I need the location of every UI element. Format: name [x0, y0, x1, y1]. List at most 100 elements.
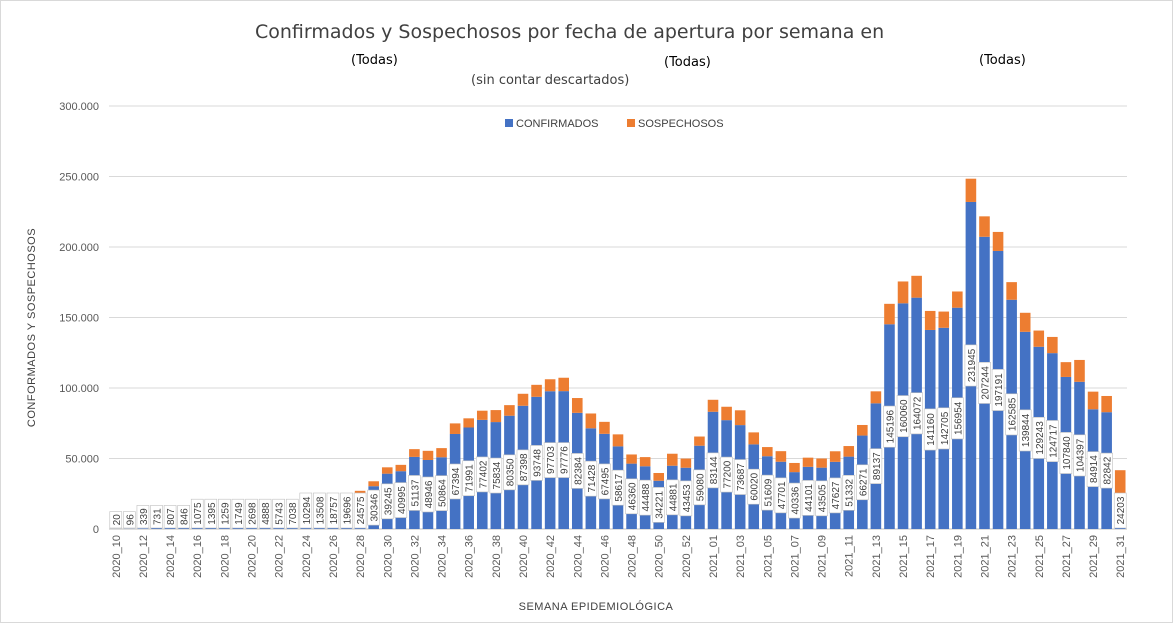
- data-label-text: 807: [166, 508, 177, 525]
- data-label-box: [652, 487, 666, 523]
- data-label-box: [340, 492, 353, 529]
- data-label-box: [326, 492, 340, 529]
- data-label: 18757: [326, 492, 340, 529]
- bar-suspected: [694, 436, 705, 446]
- data-label: 339: [136, 505, 150, 529]
- data-label: 107840: [1059, 432, 1073, 474]
- data-label-text: 44488: [641, 483, 652, 511]
- data-label-text: 67394: [451, 467, 462, 495]
- filter-label-3: (Todas): [979, 53, 1026, 68]
- data-label: 44488: [638, 479, 652, 516]
- data-label: 731: [150, 505, 164, 529]
- x-tick-label: 2020_50: [654, 535, 666, 578]
- bar-suspected: [463, 418, 474, 428]
- data-label: 160060: [896, 395, 910, 438]
- data-label-text: 50864: [438, 479, 449, 507]
- data-label-box: [1046, 420, 1059, 462]
- bar-suspected: [965, 178, 977, 202]
- data-label-text: 51137: [410, 479, 421, 507]
- data-label: 44881: [665, 479, 679, 516]
- data-label: 47701: [774, 477, 788, 514]
- data-label-text: 67495: [600, 467, 611, 495]
- x-tick-label: 2020_36: [464, 535, 476, 578]
- bar-suspected: [762, 447, 773, 457]
- data-label-box: [910, 392, 923, 435]
- data-label-box: [584, 460, 598, 497]
- data-label-text: 40995: [397, 486, 408, 514]
- data-label-text: 34221: [655, 491, 666, 519]
- data-label-box: [761, 474, 774, 511]
- x-tick-label: 2020_28: [355, 535, 367, 578]
- data-label: 71991: [462, 460, 476, 497]
- data-label: 48946: [421, 476, 435, 513]
- data-label-box: [231, 498, 245, 529]
- bar-suspected: [599, 421, 610, 434]
- x-tick-label: 2020_32: [409, 535, 421, 578]
- data-label-box: [408, 475, 421, 511]
- data-label-text: 97776: [560, 446, 571, 474]
- data-label: 807: [163, 505, 177, 529]
- data-label-text: 93748: [533, 449, 544, 477]
- bar-suspected: [870, 391, 882, 404]
- data-label-text: 231945: [967, 348, 978, 382]
- data-label-text: 47701: [777, 481, 788, 509]
- bar-suspected: [748, 432, 760, 445]
- data-label-text: 139844: [1021, 413, 1032, 447]
- data-label-box: [285, 498, 299, 529]
- bar-suspected: [1033, 330, 1045, 347]
- data-label: 139844: [1018, 409, 1032, 452]
- data-label: 97776: [557, 442, 571, 478]
- data-label-box: [462, 460, 475, 497]
- y-tick-label: 250.000: [59, 172, 99, 184]
- bar-suspected: [843, 446, 855, 457]
- x-tick-label: 2021_25: [1034, 535, 1046, 578]
- bar-suspected: [1101, 395, 1112, 413]
- data-label: 164072: [910, 392, 924, 435]
- data-label: 10294: [299, 492, 313, 529]
- data-label-box: [109, 511, 123, 529]
- data-label-box: [856, 464, 869, 501]
- data-label-box: [136, 505, 150, 529]
- data-label-box: [503, 454, 516, 491]
- data-label: 51137: [408, 475, 421, 511]
- data-label-box: [801, 480, 815, 516]
- data-label-box: [367, 489, 380, 526]
- data-label: 93748: [530, 445, 544, 481]
- x-tick-label: 2020_40: [518, 535, 530, 578]
- data-label: 80350: [503, 454, 516, 491]
- data-label-text: 104397: [1075, 438, 1086, 472]
- data-label: 1749: [231, 498, 245, 529]
- data-label: 83144: [706, 452, 720, 489]
- data-label: 51332: [842, 475, 856, 511]
- x-tick-label: 2020_42: [545, 535, 557, 578]
- data-label: 129243: [1032, 416, 1046, 459]
- data-label-text: 7038: [288, 502, 299, 525]
- data-label-text: 77402: [478, 460, 489, 488]
- data-label-box: [190, 498, 204, 529]
- y-tick-label: 150.000: [59, 313, 99, 325]
- data-label-box: [720, 456, 733, 493]
- data-label-text: 846: [180, 508, 191, 525]
- data-label-box: [951, 397, 964, 440]
- data-label-text: 4888: [261, 502, 272, 525]
- x-tick-label: 2020_18: [219, 535, 231, 578]
- data-label-box: [258, 498, 272, 529]
- data-label: 24203: [1113, 492, 1127, 529]
- data-label-text: 66271: [858, 468, 869, 496]
- data-label: 50864: [435, 475, 449, 511]
- bar-suspected: [422, 450, 434, 460]
- legend-label: CONFIRMADOS: [516, 118, 599, 130]
- bar-suspected: [531, 384, 542, 397]
- data-label-text: 20: [112, 514, 123, 526]
- bar-suspected: [612, 434, 624, 447]
- data-label-box: [448, 463, 462, 500]
- data-label-box: [638, 479, 652, 516]
- bar-suspected: [476, 410, 488, 420]
- data-label-box: [625, 478, 638, 515]
- data-label-box: [218, 498, 231, 529]
- data-label-box: [598, 463, 611, 500]
- data-label-box: [923, 408, 937, 451]
- bar-suspected: [1114, 470, 1126, 495]
